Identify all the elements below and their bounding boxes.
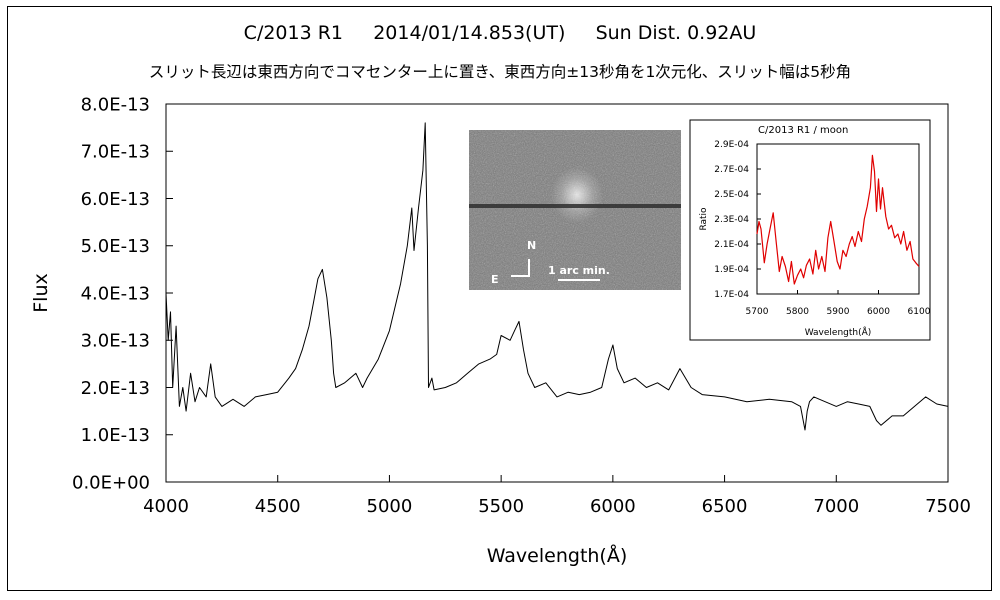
chart-subtitle: スリット長辺は東西方向でコマセンター上に置き、東西方向±13秒角を1次元化、スリ… — [148, 63, 852, 81]
main-x-tick-label: 4500 — [255, 496, 301, 517]
inset-y-tick-label: 2.7E-04 — [714, 165, 749, 175]
main-series — [165, 122, 949, 431]
inset-x-axis-label: Wavelength(Å) — [805, 326, 872, 338]
inset-x-tick-label: 5700 — [746, 307, 769, 317]
inset-comet-image: N E 1 arc min. — [469, 130, 681, 290]
main-axes: 4000 4500 5000 5500 6000 6500 7000 7500 0.0E+00 1… — [72, 94, 971, 517]
compass-arrows — [511, 259, 530, 277]
scale-label: 1 arc min. — [548, 264, 610, 277]
main-x-tick-label: 6000 — [590, 496, 636, 517]
inset-y-tick-label: 2.5E-04 — [714, 190, 749, 200]
inset-y-tick-label: 2.3E-04 — [714, 215, 749, 225]
main-x-tick-label: 5000 — [367, 496, 413, 517]
main-y-tick-label: 6.0E-13 — [81, 189, 150, 210]
inset-y-tick-label: 1.7E-04 — [714, 290, 749, 300]
main-y-tick-label: 8.0E-13 — [81, 94, 150, 115]
inset-chart-title: C/2013 R1 / moon — [758, 125, 848, 136]
inset-x-tick-label: 6000 — [867, 307, 890, 317]
inset-y-tick-label: 2.1E-04 — [714, 240, 749, 250]
inset-y-axis-label: Ratio — [699, 207, 709, 231]
main-series-line-0 — [165, 122, 949, 431]
inset-y-tick-label: 2.9E-04 — [714, 140, 749, 150]
main-y-tick-label: 1.0E-13 — [81, 425, 150, 446]
inset-y-tick-label: 1.9E-04 — [714, 265, 749, 275]
main-y-tick-label: 2.0E-13 — [81, 378, 150, 399]
inset-x-tick-label: 5800 — [786, 307, 809, 317]
main-y-tick-label: 4.0E-13 — [81, 283, 150, 304]
main-x-tick-label: 4000 — [143, 496, 189, 517]
main-y-tick-label: 5.0E-13 — [81, 236, 150, 257]
main-y-tick-label: 7.0E-13 — [81, 142, 150, 163]
main-y-axis-label: Flux — [30, 273, 52, 313]
figure-frame — [7, 6, 992, 591]
main-x-axis-label: Wavelength(Å) — [487, 544, 628, 567]
inset-axes: 5700 5800 5900 6000 6100 1.7E-04 1.9E-04 2.1E-0… — [714, 140, 930, 317]
inset-chart-panel — [689, 119, 931, 341]
north-label: N — [527, 239, 536, 252]
inset-x-tick-label: 6100 — [908, 307, 931, 317]
chart-title: C/2013 R1 2014/01/14.853(UT) Sun Dist. 0… — [243, 22, 757, 44]
main-x-tick-label: 7500 — [925, 496, 971, 517]
main-y-tick-label: 0.0E+00 — [72, 472, 150, 493]
main-x-tick-label: 6500 — [702, 496, 748, 517]
main-x-tick-label: 7000 — [813, 496, 859, 517]
main-x-tick-label: 5500 — [478, 496, 524, 517]
main-y-tick-label: 3.0E-13 — [81, 331, 150, 352]
inset-series — [756, 154, 920, 285]
east-label: E — [491, 273, 499, 286]
inset-x-tick-label: 5900 — [827, 307, 850, 317]
